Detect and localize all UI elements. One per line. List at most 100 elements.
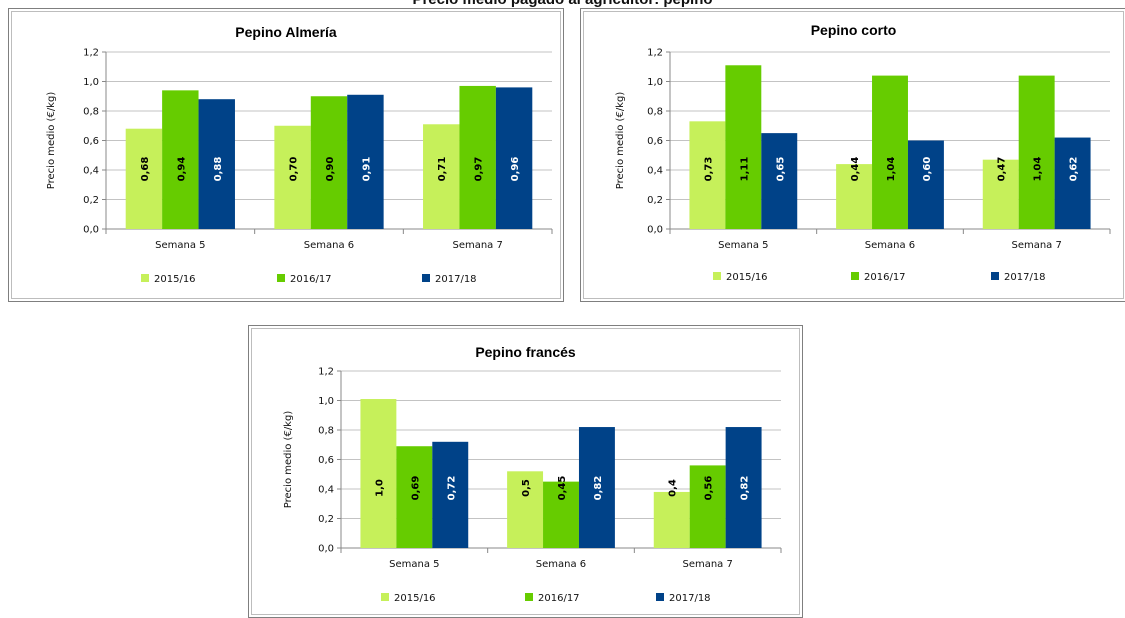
- bar-2015-16-semana-7: [982, 159, 1019, 229]
- bar-2015-16-semana-7: [653, 491, 690, 548]
- y-axis-label: Precio medio (€/kg): [615, 92, 626, 190]
- chart-title: Pepino Almería: [235, 24, 337, 40]
- bar-data-label: 0,68: [140, 157, 151, 182]
- bar-2016-17-semana-5: [396, 446, 433, 548]
- bar-data-label: 0,65: [775, 157, 786, 182]
- bar-data-label: 0,70: [289, 157, 300, 182]
- x-tick-label: Semana 5: [389, 559, 439, 570]
- legend-label: 2015/16: [394, 593, 436, 604]
- bar-data-label: 1,04: [886, 157, 897, 182]
- bar-2016-17-semana-7: [689, 465, 726, 548]
- bar-data-label: 0,44: [850, 157, 861, 182]
- y-tick-label: 0,6: [647, 136, 663, 147]
- bar-data-label: 1,11: [739, 157, 750, 182]
- bar-data-label: 0,82: [593, 476, 604, 501]
- chart-title: Pepino francés: [475, 344, 576, 360]
- bar-2015-16-semana-7: [423, 124, 460, 229]
- x-tick-label: Semana 7: [682, 559, 732, 570]
- y-axis-label: Precio medio (€/kg): [46, 92, 57, 190]
- y-tick-label: 0,4: [647, 166, 663, 177]
- bar-2017-18-semana-6: [347, 94, 384, 230]
- legend-label: 2017/18: [669, 593, 711, 604]
- y-tick-label: 0,2: [318, 514, 334, 525]
- bar-data-label: 0,5: [521, 479, 532, 497]
- y-tick-label: 0,0: [318, 544, 334, 555]
- bar-2015-16-semana-6: [274, 125, 311, 229]
- chart-title: Pepino corto: [811, 22, 897, 38]
- legend-swatch-2017-18: [422, 274, 430, 282]
- bar-2016-17-semana-5: [725, 65, 762, 230]
- x-tick-label: Semana 7: [1011, 240, 1061, 251]
- bar-2016-17-semana-5: [162, 90, 199, 229]
- y-tick-label: 0,8: [83, 107, 99, 118]
- legend-label: 2015/16: [154, 274, 196, 285]
- legend-label: 2017/18: [435, 274, 477, 285]
- bar-data-label: 0,56: [704, 476, 715, 501]
- bar-2017-18-semana-6: [578, 427, 615, 548]
- legend-swatch-2015-16: [381, 593, 389, 601]
- legend-swatch-2017-18: [991, 272, 999, 280]
- x-tick-label: Semana 6: [536, 559, 586, 570]
- legend-label: 2016/17: [290, 274, 332, 285]
- bar-2017-18-semana-7: [1054, 137, 1091, 229]
- bar-2017-18-semana-5: [432, 441, 469, 548]
- bar-data-label: 0,82: [740, 476, 751, 501]
- legend-label: 2015/16: [726, 272, 768, 283]
- y-tick-label: 0,8: [647, 107, 663, 118]
- bar-data-label: 1,0: [374, 479, 385, 497]
- bar-data-label: 0,94: [176, 157, 187, 182]
- y-tick-label: 0,4: [318, 485, 334, 496]
- chart-svg-pepino-frances: Pepino francés Precio medio (€/kg) 0,0 0,2 0…: [283, 344, 782, 604]
- y-tick-label: 0,6: [83, 136, 99, 147]
- bar-2016-17-semana-6: [872, 75, 908, 229]
- bar-2016-17-semana-7: [459, 85, 496, 229]
- y-tick-label: 0,0: [83, 225, 99, 236]
- y-tick-label: 0,0: [647, 225, 663, 236]
- page-title: Precio medio pagado al agricultor: pepin…: [0, 0, 1125, 9]
- x-tick-label: Semana 5: [155, 240, 205, 251]
- y-tick-label: 1,0: [83, 77, 99, 88]
- bar-data-label: 0,4: [668, 479, 679, 497]
- y-tick-label: 0,2: [647, 195, 663, 206]
- bar-2016-17-semana-6: [543, 481, 579, 548]
- bar-2015-16-semana-5: [125, 128, 163, 229]
- legend-swatch-2017-18: [656, 593, 664, 601]
- bar-data-label: 0,71: [437, 157, 448, 182]
- bar-data-label: 0,72: [446, 476, 457, 501]
- legend-swatch-2015-16: [141, 274, 149, 282]
- bar-data-label: 0,96: [510, 157, 521, 182]
- bar-2015-16-semana-5: [689, 121, 726, 229]
- bar-data-label: 0,97: [474, 157, 485, 182]
- bar-data-label: 1,04: [1033, 157, 1044, 182]
- bar-2015-16-semana-5: [360, 399, 397, 548]
- x-tick-label: Semana 6: [304, 240, 354, 251]
- y-tick-label: 1,2: [83, 48, 99, 59]
- bar-2015-16-semana-6: [507, 471, 544, 548]
- bar-2016-17-semana-6: [310, 96, 348, 229]
- x-tick-label: Semana 5: [718, 240, 768, 251]
- chart-panel-pepino-almeria: Pepino Almería Precio medio (€/kg) 0,0 0,2 0…: [8, 8, 564, 302]
- bar-2017-18-semana-5: [198, 99, 235, 229]
- chart-panel-pepino-corto: Pepino corto Precio medio (€/kg) 0,0 0,2 0,4…: [580, 8, 1125, 302]
- y-tick-label: 1,0: [647, 77, 663, 88]
- bar-data-label: 0,69: [410, 476, 421, 501]
- bar-2016-17-semana-7: [1018, 75, 1055, 229]
- y-tick-label: 1,2: [318, 367, 334, 378]
- bar-data-label: 0,91: [361, 157, 372, 182]
- legend-swatch-2016-17: [525, 593, 533, 601]
- legend-swatch-2016-17: [277, 274, 285, 282]
- bar-2015-16-semana-6: [836, 164, 873, 229]
- bar-data-label: 0,47: [997, 157, 1008, 182]
- y-tick-label: 0,6: [318, 455, 334, 466]
- legend-label: 2016/17: [538, 593, 580, 604]
- y-tick-label: 0,4: [83, 166, 99, 177]
- legend-label: 2017/18: [1004, 272, 1046, 283]
- bar-data-label: 0,90: [325, 157, 336, 182]
- y-axis-label: Precio medio (€/kg): [283, 411, 294, 509]
- bar-2017-18-semana-5: [761, 133, 798, 229]
- legend-swatch-2015-16: [713, 272, 721, 280]
- x-tick-label: Semana 6: [865, 240, 915, 251]
- bar-data-label: 0,60: [922, 157, 933, 182]
- y-tick-label: 1,2: [647, 48, 663, 59]
- chart-svg-pepino-almeria: Pepino Almería Precio medio (€/kg) 0,0 0,2 0…: [46, 24, 553, 285]
